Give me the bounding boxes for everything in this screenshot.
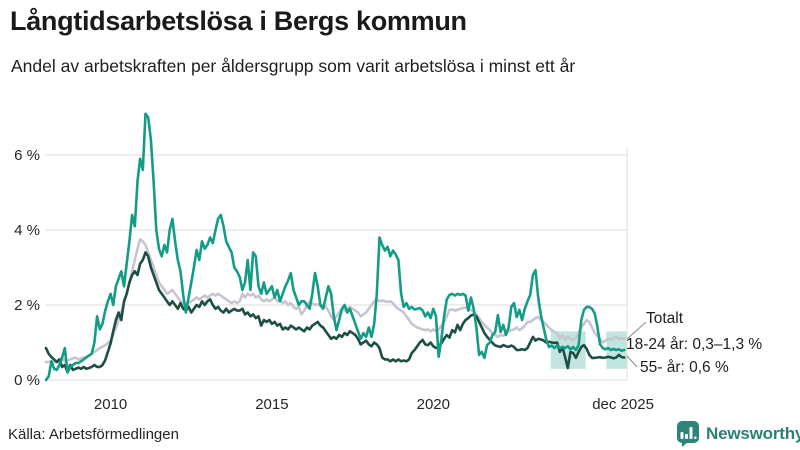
x-tick-label: 2015 [255, 396, 288, 413]
annotation-leader-line [626, 321, 647, 340]
x-tick-label: 2020 [417, 396, 450, 413]
y-tick-label: 4 % [14, 222, 40, 239]
y-tick-label: 6 % [14, 147, 40, 164]
x-tick-label: dec 2025 [592, 396, 654, 413]
annotation-label: 18-24 år: 0,3–1,3 % [626, 336, 762, 353]
source-note: Källa: Arbetsförmedlingen [8, 426, 179, 443]
series-line-18-24-ar [44, 112, 626, 382]
series-line-55-ar [44, 251, 626, 374]
annotation-label: 55- år: 0,6 % [640, 359, 729, 376]
newsworthy-wordmark: Newsworthy [706, 423, 800, 443]
newsworthy-logo: Newsworthy [676, 420, 800, 447]
annotation-leader-line [626, 355, 638, 368]
x-tick-label: 2010 [94, 396, 127, 413]
annotation-label: Totalt [646, 310, 684, 327]
page-title: Långtidsarbetslösa i Bergs kommun [10, 6, 467, 36]
newsworthy-icon [677, 421, 699, 447]
page-subtitle: Andel av arbetskraften per åldersgrupp s… [11, 56, 576, 76]
y-tick-label: 0 % [14, 372, 40, 389]
y-tick-label: 2 % [14, 297, 40, 314]
